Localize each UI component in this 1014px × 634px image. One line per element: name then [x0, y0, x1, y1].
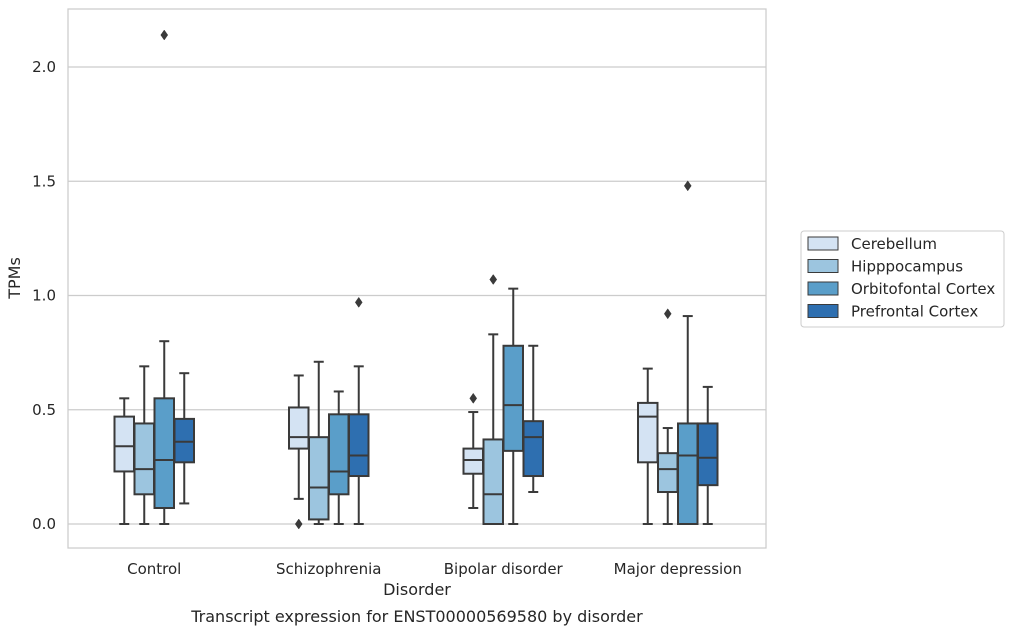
y-tick-label: 1.0	[32, 287, 56, 305]
legend-swatch	[807, 281, 839, 296]
box-3-1	[657, 308, 679, 525]
outlier-point	[354, 296, 363, 308]
box-iqr	[348, 413, 370, 478]
legend-items: Cerebellum Hipppocampus Orbitofontal Corte…	[807, 235, 995, 321]
legend-label: Hipppocampus	[851, 258, 963, 276]
box-iqr	[113, 415, 135, 473]
box-3-2	[677, 180, 699, 525]
outlier-point	[683, 180, 692, 192]
box-iqr	[677, 422, 699, 525]
box-1-3	[348, 296, 370, 525]
y-tick-label: 1.5	[32, 172, 56, 190]
box-iqr	[502, 344, 524, 452]
box-iqr	[308, 436, 330, 521]
box-0-2	[153, 29, 175, 525]
box-0-3	[173, 372, 195, 505]
box-iqr	[697, 422, 719, 487]
y-axis-ticks: 0.0 0.5 1.0 1.5 2.0	[32, 58, 56, 533]
outlier-point	[160, 29, 169, 41]
box-iqr	[637, 401, 659, 464]
box-0-1	[133, 365, 155, 525]
box-series	[113, 29, 719, 530]
outlier-point	[294, 518, 303, 530]
x-axis-ticks: Control Schizophrenia Bipolar disorder Majo…	[127, 560, 742, 578]
box-iqr	[153, 397, 175, 510]
box-1-0	[288, 374, 310, 530]
outlier-point	[663, 308, 672, 320]
box-2-0	[462, 392, 484, 510]
plot-area-frame	[67, 8, 767, 549]
y-tick-label: 0.5	[32, 401, 56, 419]
x-tick-label: Major depression	[614, 560, 742, 578]
legend-swatch	[807, 236, 839, 251]
chart-caption: Transcript expression for ENST0000056958…	[190, 607, 643, 626]
box-3-3	[697, 385, 719, 525]
box-iqr	[173, 417, 195, 464]
legend-label: Prefrontal Cortex	[851, 303, 978, 321]
box-2-1	[482, 274, 504, 525]
outlier-point	[469, 392, 478, 404]
box-iqr	[522, 420, 544, 478]
legend-frame	[800, 230, 1005, 328]
box-iqr	[328, 413, 350, 496]
y-axis-title: TPMs	[5, 257, 24, 300]
y-tick-label: 0.0	[32, 515, 56, 533]
box-iqr	[482, 438, 504, 525]
box-iqr	[462, 447, 484, 475]
x-axis-title: Disorder	[383, 580, 451, 599]
x-tick-label: Schizophrenia	[276, 560, 381, 578]
box-3-0	[637, 367, 659, 525]
box-1-2	[328, 390, 350, 525]
x-tick-label: Bipolar disorder	[444, 560, 564, 578]
legend: Cerebellum Hipppocampus Orbitofontal Corte…	[800, 230, 1005, 328]
box-1-1	[308, 360, 330, 525]
legend-swatch	[807, 259, 839, 273]
box-iqr	[288, 406, 310, 450]
legend-label: Cerebellum	[851, 235, 937, 253]
y-tick-label: 2.0	[32, 58, 56, 76]
x-tick-label: Control	[127, 560, 181, 578]
outlier-point	[489, 274, 498, 285]
legend-swatch	[807, 304, 839, 318]
box-iqr	[657, 452, 679, 494]
box-iqr	[133, 422, 155, 496]
box-0-0	[113, 397, 135, 525]
legend-label: Orbitofontal Cortex	[851, 280, 995, 298]
box-2-3	[522, 344, 544, 494]
box-2-2	[502, 287, 524, 525]
